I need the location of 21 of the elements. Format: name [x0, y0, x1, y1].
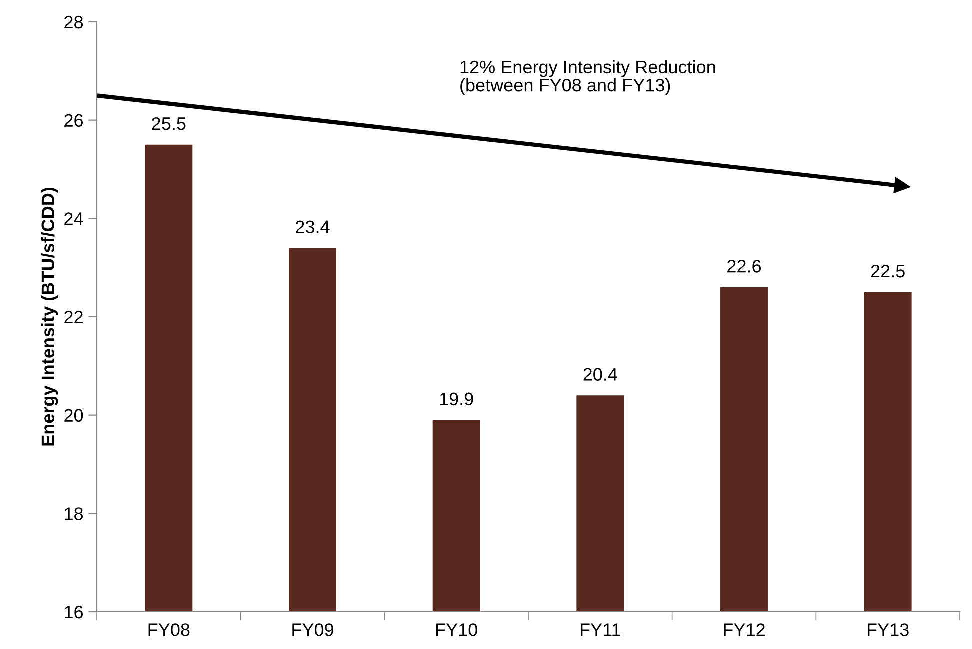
- x-tick-label: FY08: [148, 624, 190, 636]
- data-label: 22.6: [728, 260, 762, 273]
- x-tick-label: FY11: [580, 624, 620, 636]
- x-tick-label: FY12: [724, 624, 765, 636]
- annotation: 12% Energy Intensity Reduction (between FY08 and FY13): [460, 60, 716, 96]
- y-tick-label: 28: [64, 16, 84, 29]
- data-label: 23.4: [296, 220, 330, 234]
- x-tick-label: FY13: [868, 624, 909, 636]
- data-label: 20.4: [584, 368, 618, 381]
- data-label: 25.5: [152, 117, 186, 130]
- data-label: 19.9: [440, 392, 474, 406]
- data-label: 22.5: [871, 264, 905, 278]
- x-tick-label: FY09: [292, 624, 334, 636]
- y-tick-label: 22: [64, 310, 83, 324]
- y-tick-label: 24: [64, 212, 84, 226]
- x-tick-label: FY10: [436, 624, 478, 636]
- y-tick-label: 26: [64, 114, 84, 128]
- y-axis-title: Energy Intensity (BTU/sf/CDD): [41, 188, 58, 446]
- y-tick-label: 20: [64, 409, 84, 422]
- y-tick-label: 18: [65, 508, 84, 520]
- y-tick-label: 16: [65, 606, 84, 619]
